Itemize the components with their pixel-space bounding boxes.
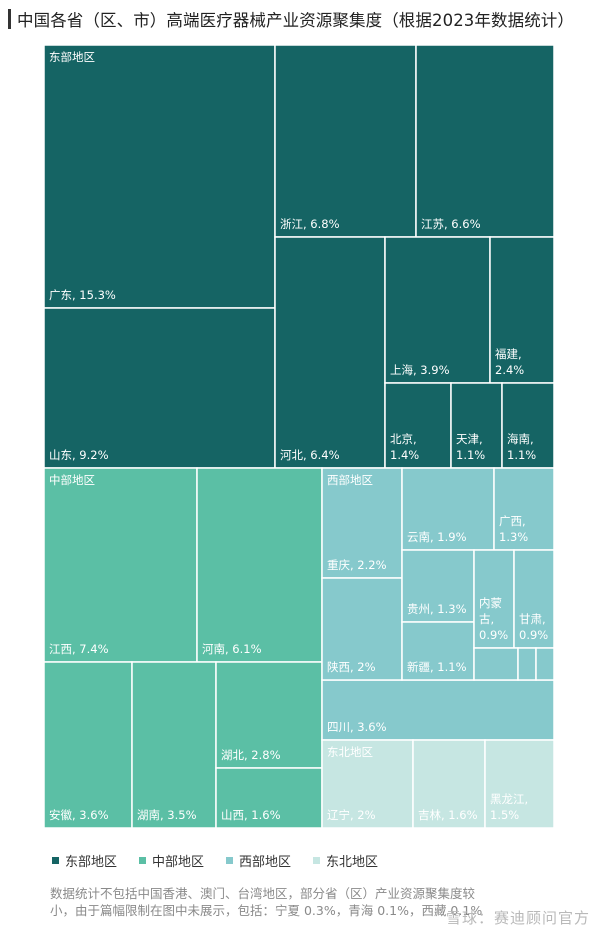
treemap-cell-east-6[interactable] <box>489 236 555 384</box>
treemap-label-west-7: 内蒙古, 0.9% <box>479 596 508 642</box>
treemap-cell-central-1[interactable] <box>196 467 323 663</box>
treemap-label-central-4: 湖北, 2.8% <box>221 748 281 762</box>
treemap-cell-central-3[interactable] <box>131 661 217 829</box>
treemap-cell-west-6[interactable] <box>401 621 475 681</box>
chart-legend: 东部地区 中部地区 西部地区 东北地区 <box>52 850 378 870</box>
watermark: 雪球：赛迪顾问官方 <box>445 909 590 927</box>
title-accent-bar <box>8 9 11 29</box>
treemap-label-central-0: 江西, 7.4% <box>49 642 109 656</box>
treemap-label-west-0: 四川, 3.6% <box>327 720 387 734</box>
region-label-northeast: 东北地区 <box>327 745 373 759</box>
treemap-label-west-4: 广西, 1.3% <box>499 514 528 544</box>
legend-item-west[interactable]: 西部地区 <box>226 851 291 870</box>
legend-swatch-west <box>226 856 234 864</box>
treemap-label-east-0: 广东, 15.3% <box>49 288 116 302</box>
treemap-cell-west-7[interactable] <box>473 549 515 649</box>
treemap-cell-northeast-2[interactable] <box>484 739 555 829</box>
treemap-cell-central-5[interactable] <box>215 767 323 829</box>
treemap-label-central-3: 湖南, 3.5% <box>137 808 197 822</box>
legend-swatch-northeast <box>313 856 321 864</box>
treemap-cell-east-5[interactable] <box>384 236 491 384</box>
treemap-label-east-7: 北京, 1.4% <box>390 432 419 462</box>
treemap-cell-west-2[interactable] <box>321 577 403 681</box>
treemap-label-east-1: 山东, 9.2% <box>49 448 109 462</box>
treemap-label-central-5: 山西, 1.6% <box>221 808 281 822</box>
treemap-cell-west-unlabeled-0 <box>473 647 519 681</box>
treemap-label-east-9: 海南, 1.1% <box>507 432 536 462</box>
treemap-label-west-2: 陕西, 2% <box>327 660 376 674</box>
treemap-cell-west-4[interactable] <box>493 467 555 551</box>
region-label-central: 中部地区 <box>49 473 95 487</box>
legend-label-east: 东部地区 <box>65 854 118 870</box>
legend-item-central[interactable]: 中部地区 <box>139 851 204 870</box>
treemap-label-east-8: 天津, 1.1% <box>456 432 485 462</box>
legend-item-east[interactable]: 东部地区 <box>52 851 117 870</box>
treemap-label-northeast-1: 吉林, 1.6% <box>418 808 478 822</box>
legend-label-west: 西部地区 <box>239 854 292 870</box>
treemap-label-west-1: 重庆, 2.2% <box>327 558 387 572</box>
region-label-east: 东部地区 <box>49 50 95 64</box>
treemap-label-east-4: 河北, 6.4% <box>280 448 340 462</box>
legend-item-northeast[interactable]: 东北地区 <box>313 851 378 870</box>
treemap-label-west-3: 云南, 1.9% <box>407 530 467 544</box>
treemap-label-west-6: 新疆, 1.1% <box>407 660 467 674</box>
legend-label-central: 中部地区 <box>152 854 205 870</box>
treemap-label-west-8: 甘肃, 0.9% <box>519 612 548 642</box>
legend-swatch-east <box>52 856 59 864</box>
treemap-cell-west-unlabeled-1 <box>517 647 537 681</box>
treemap-cell-east-1[interactable] <box>43 307 276 469</box>
treemap-cell-west-8[interactable] <box>513 549 555 649</box>
treemap-cell-west-3[interactable] <box>401 467 495 551</box>
treemap-label-northeast-2: 黑龙江, 1.5% <box>490 792 528 822</box>
treemap-cell-west-1[interactable] <box>321 467 403 579</box>
region-label-west: 西部地区 <box>327 473 373 487</box>
treemap-label-central-2: 安徽, 3.6% <box>49 808 109 822</box>
treemap-cell-west-unlabeled-2 <box>535 647 555 681</box>
treemap-cell-east-2[interactable] <box>274 44 417 238</box>
treemap-cell-central-0[interactable] <box>43 467 198 663</box>
treemap-label-east-6: 福建, 2.4% <box>495 347 524 377</box>
treemap-cell-east-3[interactable] <box>415 44 555 238</box>
treemap-cell-west-0[interactable] <box>321 679 555 741</box>
legend-label-northeast: 东北地区 <box>326 854 379 870</box>
treemap-label-west-5: 贵州, 1.3% <box>407 602 467 616</box>
treemap-label-central-1: 河南, 6.1% <box>202 642 262 656</box>
treemap-cell-east-9[interactable] <box>501 382 555 469</box>
treemap-cell-central-2[interactable] <box>43 661 133 829</box>
treemap-label-east-3: 江苏, 6.6% <box>421 217 481 231</box>
treemap-cell-east-4[interactable] <box>274 236 386 469</box>
chart-footnote: 数据统计不包括中国香港、澳门、台湾地区，部分省（区）产业资源聚集度较小，由于篇幅… <box>50 886 483 918</box>
legend-swatch-central <box>139 856 147 864</box>
chart-title-bar: 中国各省（区、市）高端医疗器械产业资源聚集度（根据2023年数据统计） <box>8 6 598 32</box>
treemap-label-northeast-0: 辽宁, 2% <box>327 808 376 822</box>
treemap-label-east-5: 上海, 3.9% <box>390 363 450 377</box>
treemap-cell-east-0[interactable] <box>43 44 276 309</box>
treemap-label-east-2: 浙江, 6.8% <box>280 217 340 231</box>
treemap-cell-northeast-1[interactable] <box>412 739 486 829</box>
chart-title: 中国各省（区、市）高端医疗器械产业资源聚集度（根据2023年数据统计） <box>17 11 574 30</box>
